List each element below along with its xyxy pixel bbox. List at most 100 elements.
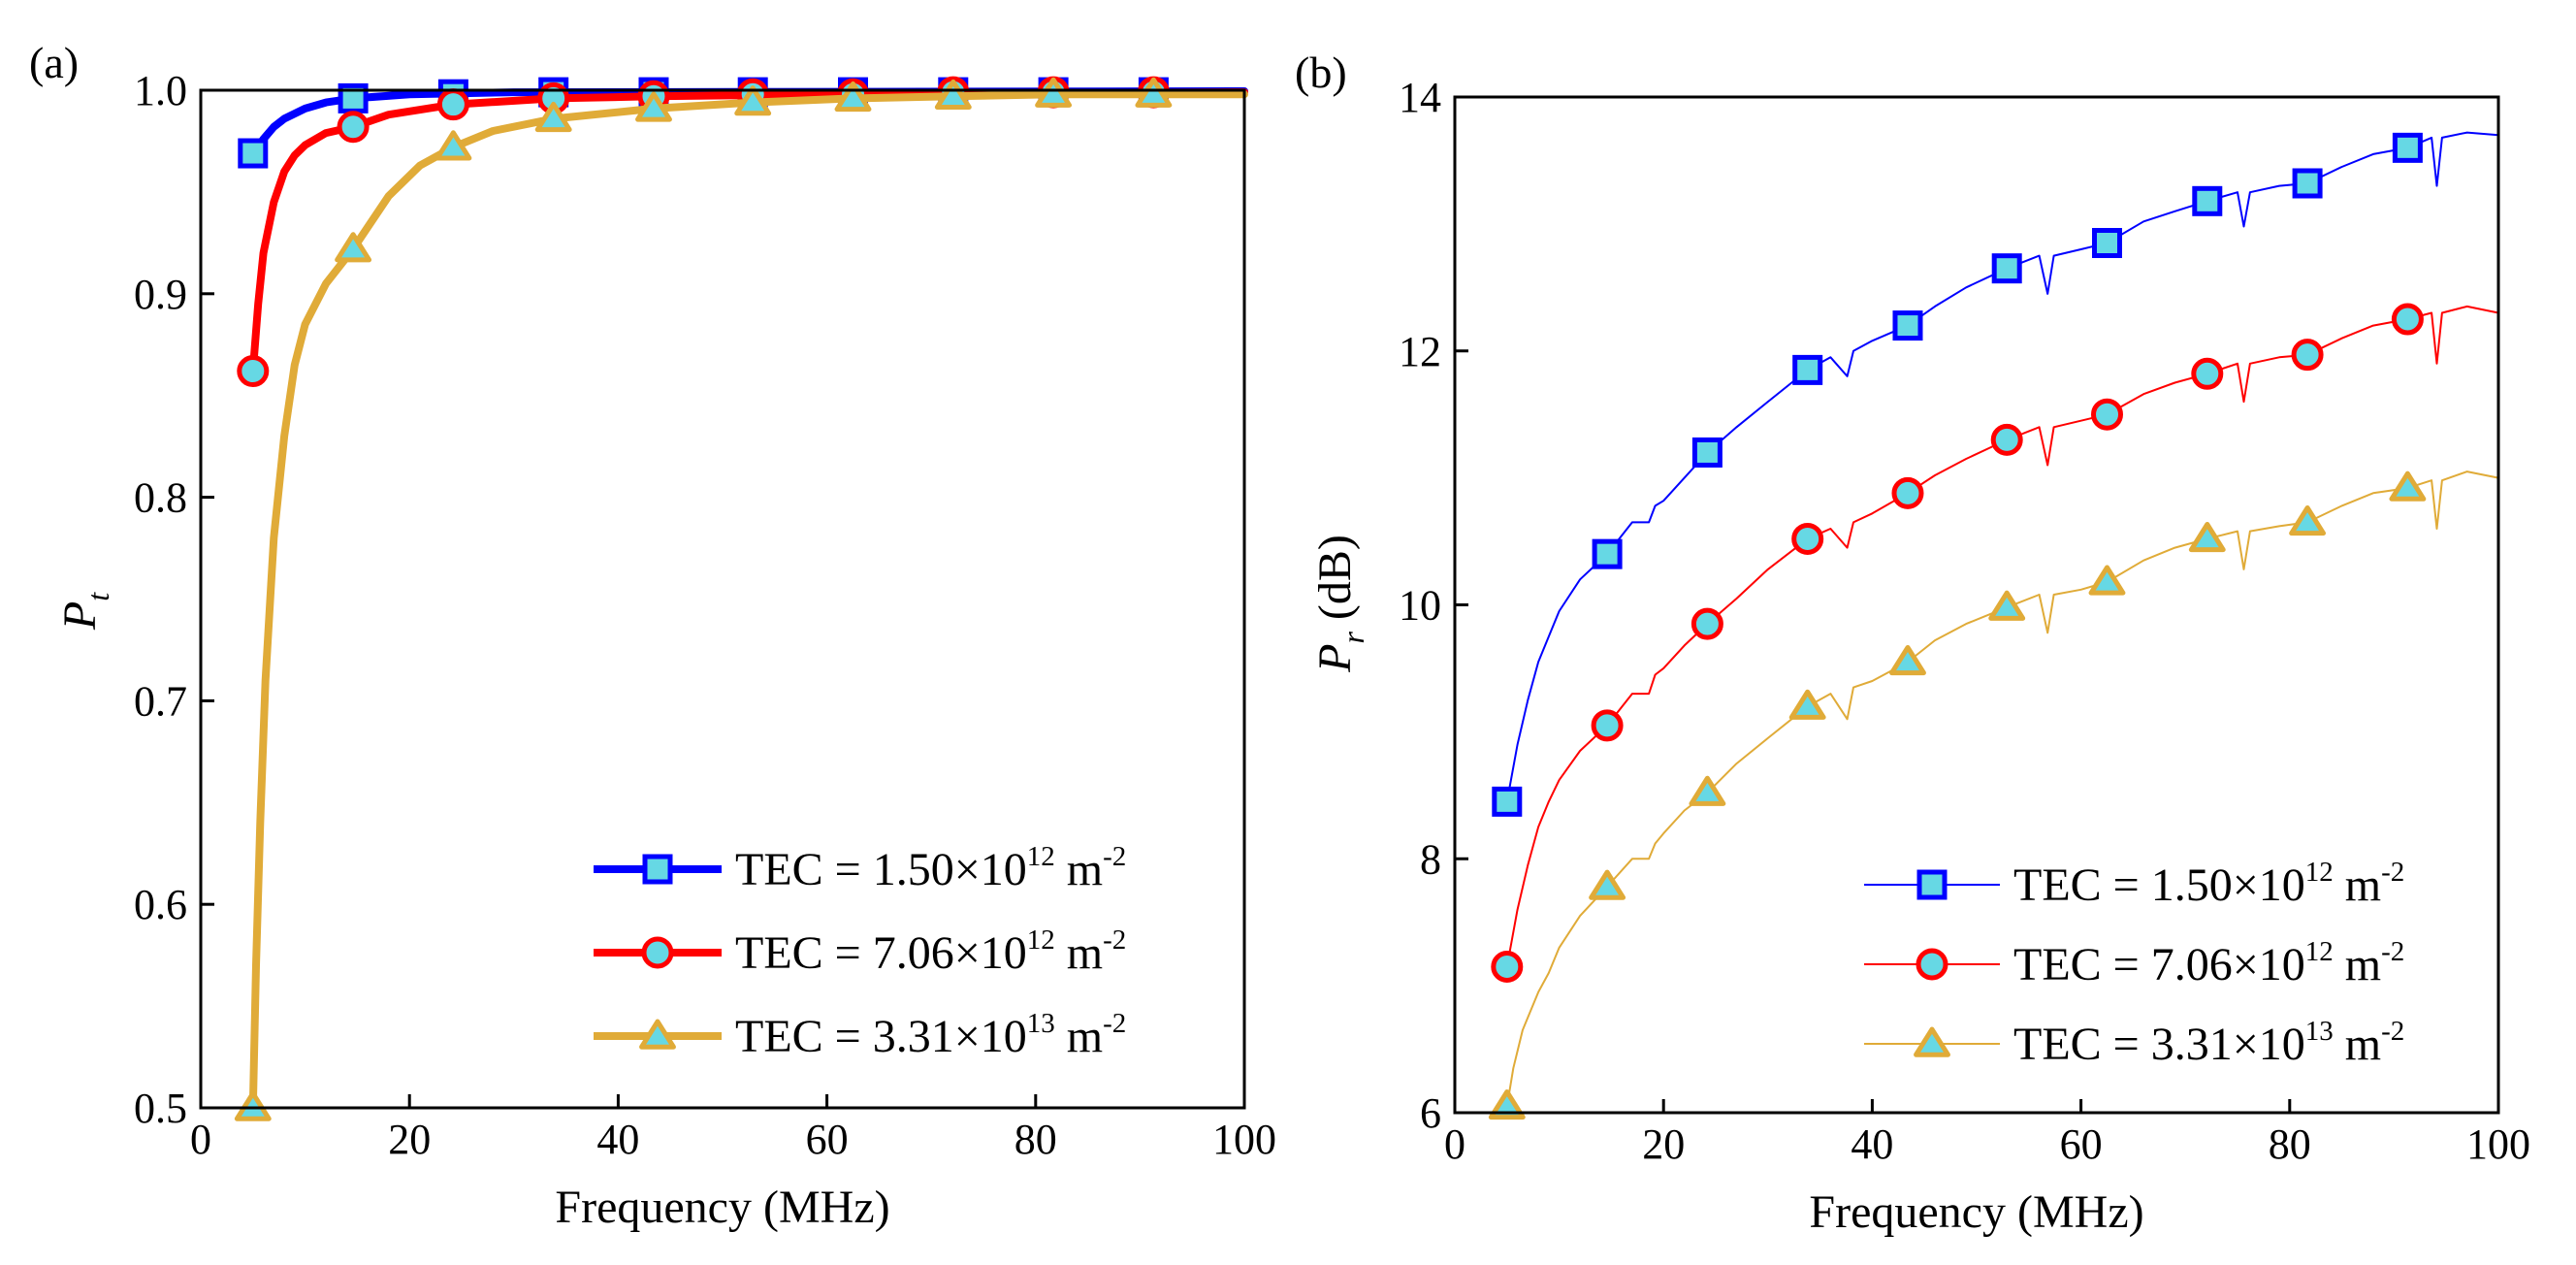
y-tick-label: 0.8	[134, 474, 187, 522]
panel-a: (a) 0 20 40 60 80 100 0.5 0.6 0.7 0.8 0.9 1.0 Frequ…	[29, 38, 1276, 1233]
legend-item: TEC = 1.50×1012 m-2	[1864, 857, 2404, 911]
data-point-triangle	[734, 85, 772, 116]
panel-a-y-axis-title: Pt	[54, 592, 115, 631]
x-tick-label: 100	[2466, 1120, 2530, 1168]
data-point-circle	[1491, 950, 1524, 983]
data-point-triangle	[2289, 504, 2327, 536]
x-tick-label: 80	[2269, 1120, 2311, 1168]
panel-a-legend: TEC = 1.50×1012 m-2 TEC = 7.06×1012 m-2 TE…	[594, 841, 1126, 1062]
series-line	[1505, 470, 2499, 1108]
data-point-triangle	[335, 232, 372, 263]
data-point-square	[238, 138, 269, 169]
data-point-triangle	[2088, 565, 2126, 596]
data-point-triangle	[534, 101, 572, 133]
x-tick-label: 40	[1851, 1120, 1893, 1168]
data-point-triangle	[1988, 590, 2026, 621]
data-point-triangle	[234, 1090, 272, 1121]
data-point-triangle	[635, 91, 672, 122]
series-line	[248, 88, 1248, 375]
legend-item: TEC = 3.31×1013 m-2	[594, 1008, 1126, 1062]
data-point-circle	[1791, 522, 1824, 555]
legend-label: TEC = 7.06×1012 m-2	[2013, 936, 2404, 990]
legend-marker-square	[642, 854, 673, 885]
y-tick-label: 8	[1420, 835, 1441, 883]
y-tick-label: 0.9	[134, 271, 187, 318]
data-point-circle	[2191, 357, 2224, 390]
data-point-circle	[2291, 339, 2324, 372]
data-point-square	[1892, 310, 1923, 341]
series-line	[1505, 305, 2499, 968]
series-triangle	[1488, 470, 2499, 1120]
data-point-circle	[1690, 607, 1723, 640]
legend-item: TEC = 7.06×1012 m-2	[1864, 936, 2404, 990]
data-point-square	[1592, 538, 1623, 569]
panel-b: (b) 0 20 40 60 80 100 6 8 10 12 14 Frequency (MHz)…	[1295, 48, 2530, 1238]
panel-a-x-axis-title: Frequency (MHz)	[555, 1182, 889, 1233]
data-point-circle	[337, 111, 370, 144]
data-point-square	[1691, 437, 1723, 468]
data-point-triangle	[1788, 689, 1826, 720]
x-tick-label: 80	[1014, 1116, 1057, 1163]
legend-label: TEC = 3.31×1013 m-2	[735, 1008, 1126, 1062]
data-point-circle	[237, 355, 270, 388]
y-tick-label: 14	[1399, 74, 1441, 121]
x-tick-label: 60	[2060, 1120, 2103, 1168]
y-tick-label: 0.5	[134, 1085, 187, 1132]
panel-a-label: (a)	[29, 38, 79, 87]
x-tick-label: 20	[1642, 1120, 1685, 1168]
legend-label: TEC = 3.31×1013 m-2	[2013, 1016, 2404, 1070]
y-tick-label: 0.7	[134, 677, 187, 725]
data-point-square	[1991, 253, 2022, 284]
series-square	[1492, 131, 2499, 817]
panel-a-plot-layer	[234, 76, 1248, 1121]
data-point-triangle	[1135, 77, 1173, 108]
data-point-triangle	[2188, 521, 2226, 553]
panel-b-label: (b)	[1295, 48, 1347, 97]
data-point-square	[2092, 228, 2122, 259]
y-tick-label: 12	[1399, 328, 1441, 375]
data-point-square	[1792, 354, 1823, 385]
data-point-square	[2292, 168, 2323, 199]
legend-marker-triangle	[1914, 1026, 1950, 1057]
data-point-triangle	[435, 130, 472, 161]
data-point-circle	[1891, 476, 1924, 509]
panel-a-ticks: 0 20 40 60 80 100 0.5 0.6 0.7 0.8 0.9 1.0	[134, 67, 1276, 1163]
panel-b-y-axis-title: Pr (dB)	[1309, 535, 1370, 673]
series-line	[248, 90, 1248, 1112]
y-tick-label: 1.0	[134, 67, 187, 114]
y-tick-label: 0.6	[134, 881, 187, 928]
data-point-triangle	[1488, 1089, 1526, 1120]
data-point-triangle	[1889, 644, 1926, 676]
data-point-triangle	[2389, 470, 2427, 502]
data-point-triangle	[1689, 775, 1726, 806]
x-tick-label: 0	[1444, 1120, 1465, 1168]
panel-b-x-axis-title: Frequency (MHz)	[1809, 1186, 2143, 1238]
data-point-circle	[1591, 709, 1624, 742]
data-point-triangle	[934, 79, 972, 111]
data-point-circle	[2091, 398, 2123, 431]
panel-a-axis-frame	[199, 88, 1246, 1110]
legend-label: TEC = 1.50×1012 m-2	[735, 841, 1126, 895]
panel-b-ticks: 0 20 40 60 80 100 6 8 10 12 14	[1399, 74, 2530, 1168]
legend-label: TEC = 1.50×1012 m-2	[2013, 857, 2404, 911]
data-point-square	[2192, 185, 2223, 216]
legend-item: TEC = 7.06×1012 m-2	[594, 924, 1126, 979]
series-triangle	[234, 77, 1248, 1121]
data-point-square	[2392, 132, 2423, 163]
data-point-circle	[436, 88, 469, 121]
legend-marker-circle	[641, 936, 674, 969]
x-tick-label: 0	[190, 1116, 211, 1163]
series-circle	[237, 76, 1248, 388]
data-point-triangle	[834, 81, 872, 113]
legend-label: TEC = 7.06×1012 m-2	[735, 924, 1126, 979]
data-point-square	[1492, 786, 1523, 817]
legend-marker-square	[1916, 869, 1948, 900]
legend-marker-triangle	[639, 1019, 676, 1050]
data-point-circle	[2391, 303, 2424, 336]
data-point-circle	[1990, 423, 2023, 456]
series-circle	[1491, 303, 2499, 983]
data-point-triangle	[1589, 869, 1626, 900]
legend-item: TEC = 3.31×1013 m-2	[1864, 1016, 2404, 1070]
legend-item: TEC = 1.50×1012 m-2	[594, 841, 1126, 895]
